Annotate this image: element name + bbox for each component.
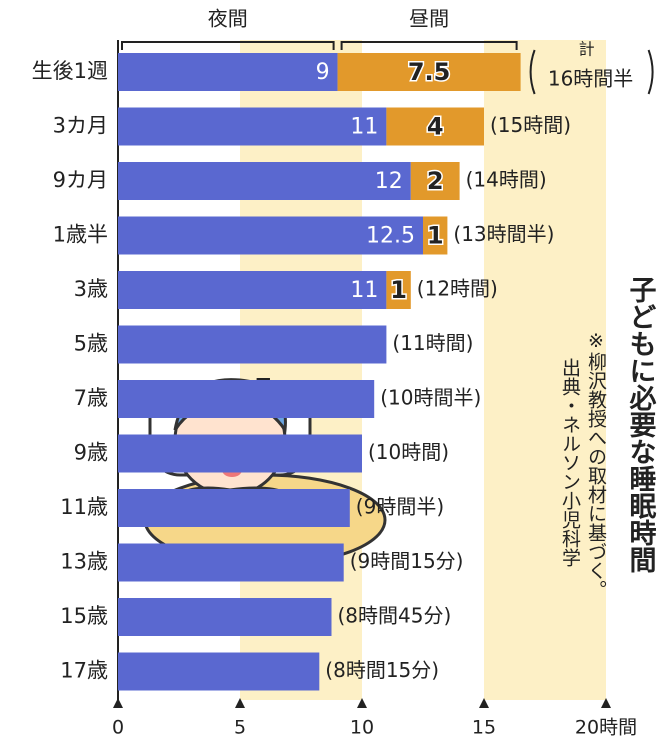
bar <box>118 53 338 91</box>
bar <box>118 489 350 527</box>
legend-label: 夜間 <box>208 7 248 31</box>
bar <box>118 652 320 691</box>
total-label: (10時間半) <box>380 386 481 410</box>
y-tick-label: 9歳 <box>74 441 108 465</box>
y-tick-label: 9カ月 <box>53 168 108 192</box>
tick-mark <box>235 698 245 708</box>
bar <box>118 107 387 146</box>
bar <box>337 53 521 91</box>
x-tick-label: 15 <box>472 717 496 739</box>
total-label: (11時間) <box>392 331 473 355</box>
legend-label: 昼間 <box>409 7 449 31</box>
value-label: 11 <box>350 278 378 303</box>
band <box>240 40 362 700</box>
background <box>240 40 606 700</box>
tick-mark <box>601 698 611 708</box>
y-tick-label: 17歳 <box>60 659 108 683</box>
band <box>484 40 606 700</box>
total-prefix: 計 <box>579 40 595 59</box>
total-label: (9時間半) <box>356 495 444 519</box>
note: ※柳沢教授への取材に基づく。 <box>585 330 607 599</box>
total-label: (10時間) <box>368 440 449 464</box>
value-label: 12 <box>375 169 403 194</box>
bar <box>118 543 344 582</box>
brace <box>340 41 518 50</box>
total-label: (9時間15分) <box>350 549 464 573</box>
bar <box>118 380 375 418</box>
x-tick-label: 5 <box>234 717 246 739</box>
value-label: 9 <box>316 60 330 85</box>
total-label: 16時間半 <box>548 67 633 91</box>
y-tick-label: 13歳 <box>60 550 108 574</box>
note: 出典・ネルソン小児科学 <box>559 358 581 567</box>
y-tick-label: 7歳 <box>74 386 108 410</box>
bar <box>118 216 423 255</box>
y-tick-label: 1歳半 <box>53 223 108 247</box>
total-label: (13時間半) <box>453 222 554 246</box>
bar <box>118 598 332 636</box>
bar <box>118 162 411 200</box>
y-tick-label: 生後1週 <box>32 59 108 83</box>
value-label: 7.5 <box>408 58 451 86</box>
y-tick-label: 11歳 <box>60 495 108 519</box>
value-label: 11 <box>350 115 378 140</box>
y-tick-label: 3歳 <box>74 277 108 301</box>
tick-mark <box>357 698 367 708</box>
paren <box>529 49 654 95</box>
total-label: (8時間15分) <box>325 658 439 682</box>
bar <box>386 271 411 309</box>
tick-mark <box>479 698 489 708</box>
value-label: 12.5 <box>366 224 415 249</box>
bar <box>423 216 448 255</box>
total-label: (12時間) <box>417 277 498 301</box>
tick-mark <box>113 698 123 708</box>
value-label: 1 <box>427 222 444 250</box>
total-label: (14時間) <box>466 168 547 192</box>
x-tick-label: 0 <box>112 717 124 739</box>
y-tick-label: 3カ月 <box>53 114 108 138</box>
x-tick-label: 20時間 <box>575 717 637 739</box>
bar <box>118 325 387 364</box>
bar <box>386 107 484 146</box>
bar <box>118 271 387 309</box>
y-tick-label: 5歳 <box>74 332 108 356</box>
bar <box>118 434 362 473</box>
total-label: (8時間45分) <box>338 604 452 628</box>
brace <box>121 41 335 50</box>
bar <box>410 162 460 200</box>
value-label: 2 <box>427 167 444 195</box>
chart-title: 子どもに必要な睡眠時間 <box>625 276 657 573</box>
total-label: (15時間) <box>490 113 571 137</box>
y-tick-label: 15歳 <box>60 604 108 628</box>
value-label: 1 <box>390 276 407 304</box>
x-tick-label: 10 <box>350 717 374 739</box>
value-label: 4 <box>427 113 444 141</box>
